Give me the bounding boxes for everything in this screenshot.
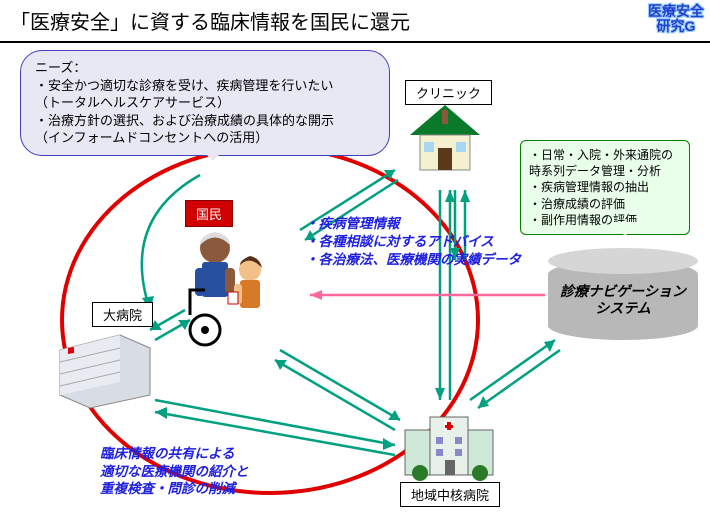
db-callout-l1b: 時系列データ管理・分析: [529, 163, 681, 179]
db-callout-l1: ・日常・入院・外来通院の: [529, 147, 681, 163]
db-callout-l4: ・副作用情報の評価: [529, 212, 681, 228]
regional-hospital-label: 地域中核病院: [400, 482, 500, 507]
database-callout: ・日常・入院・外来通院の 時系列データ管理・分析 ・疾病管理情報の抽出 ・治療成…: [520, 140, 690, 235]
db-label-l1: 診療ナビゲーション: [558, 283, 688, 300]
db-callout-l2: ・疾病管理情報の抽出: [529, 179, 681, 195]
info-list: ・疾病管理情報 ・各種相談に対するアドバイス ・各治療法、医療機関の実績データ: [305, 215, 521, 270]
needs-line1: ・安全かつ適切な診療を受け、疾病管理を行いたい: [35, 77, 375, 95]
kokumin-label: 国民: [185, 200, 233, 227]
needs-line2: ・治療方針の選択、および治療成績の具体的な開示: [35, 112, 375, 130]
info-l1: ・疾病管理情報: [305, 215, 521, 233]
db-label-l2: システム: [558, 300, 688, 317]
bottom-l2: 適切な医療機関の紹介と: [100, 463, 249, 481]
info-l2: ・各種相談に対するアドバイス: [305, 233, 521, 251]
needs-header: ニーズ：: [35, 59, 375, 77]
needs-callout: ニーズ： ・安全かつ適切な診療を受け、疾病管理を行いたい （トータルヘルスケアサ…: [20, 50, 390, 156]
db-callout-l3: ・治療成績の評価: [529, 196, 681, 212]
big-hospital-label: 大病院: [92, 302, 153, 327]
info-l3: ・各治療法、医療機関の実績データ: [305, 251, 521, 269]
bottom-l3: 重複検査・問診の削減: [100, 480, 249, 498]
bottom-note: 臨床情報の共有による 適切な医療機関の紹介と 重複検査・問診の削減: [100, 445, 249, 498]
needs-line2b: （インフォームドコンセントへの活用）: [35, 129, 375, 147]
bottom-l1: 臨床情報の共有による: [100, 445, 249, 463]
needs-line1b: （トータルヘルスケアサービス）: [35, 94, 375, 112]
database-label: 診療ナビゲーション システム: [558, 283, 688, 317]
clinic-label: クリニック: [405, 80, 492, 105]
patient-icon: [170, 220, 300, 350]
